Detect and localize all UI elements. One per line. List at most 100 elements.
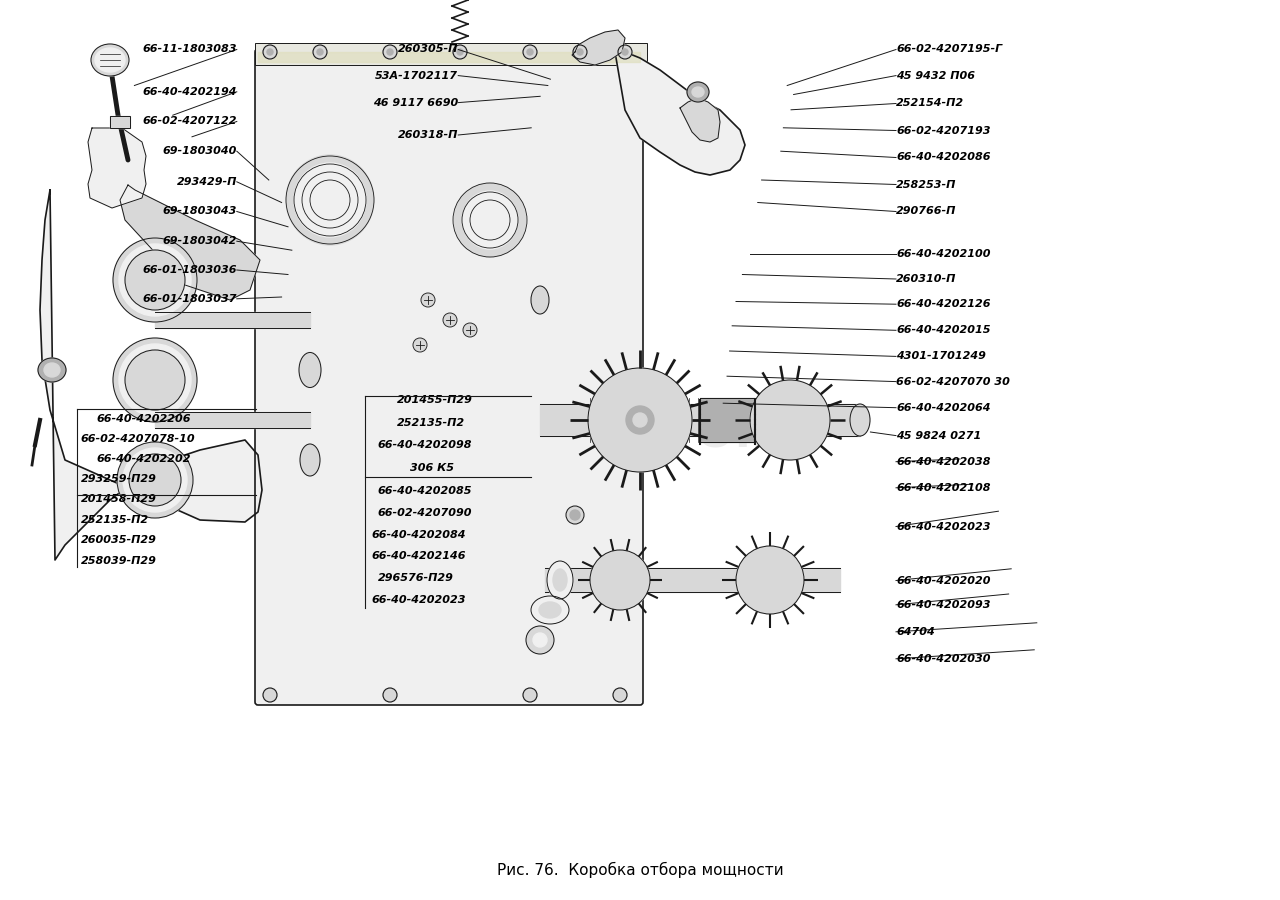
- Ellipse shape: [526, 626, 554, 654]
- Bar: [110, 116, 131, 128]
- Ellipse shape: [38, 358, 67, 382]
- Ellipse shape: [116, 442, 193, 518]
- Text: 66-40-4202030: 66-40-4202030: [896, 653, 991, 664]
- Ellipse shape: [553, 569, 567, 591]
- Text: 66-40-4202202: 66-40-4202202: [96, 454, 191, 464]
- Polygon shape: [614, 52, 745, 175]
- Ellipse shape: [91, 44, 129, 76]
- Ellipse shape: [566, 506, 584, 524]
- Ellipse shape: [750, 380, 829, 460]
- Text: 66-11-1803083: 66-11-1803083: [142, 44, 237, 55]
- Circle shape: [524, 45, 538, 59]
- Circle shape: [383, 45, 397, 59]
- Ellipse shape: [119, 344, 191, 416]
- Ellipse shape: [294, 163, 366, 237]
- Ellipse shape: [129, 454, 180, 506]
- Text: 66-40-4202126: 66-40-4202126: [896, 299, 991, 310]
- Circle shape: [618, 45, 632, 59]
- Circle shape: [524, 688, 538, 702]
- Text: 258039-П29: 258039-П29: [81, 555, 156, 566]
- Text: 66-01-1803037: 66-01-1803037: [142, 293, 237, 304]
- Ellipse shape: [692, 87, 704, 97]
- Polygon shape: [88, 128, 146, 208]
- Bar: [110, 116, 131, 128]
- Text: 66-40-4202146: 66-40-4202146: [371, 551, 466, 562]
- Text: 66-02-4207195-Г: 66-02-4207195-Г: [896, 44, 1002, 55]
- Ellipse shape: [123, 448, 187, 512]
- Text: 66-40-4202023: 66-40-4202023: [371, 595, 466, 606]
- Circle shape: [573, 45, 588, 59]
- Text: 66-40-4202038: 66-40-4202038: [896, 456, 991, 467]
- Circle shape: [457, 49, 463, 55]
- Bar: [255, 43, 646, 65]
- Circle shape: [262, 688, 276, 702]
- Text: 306 К5: 306 К5: [410, 463, 453, 473]
- Text: 66-40-4202098: 66-40-4202098: [378, 440, 472, 451]
- Ellipse shape: [113, 238, 197, 322]
- Text: 66-40-4202194: 66-40-4202194: [142, 86, 237, 97]
- Ellipse shape: [300, 353, 321, 388]
- Circle shape: [453, 45, 467, 59]
- Ellipse shape: [125, 250, 186, 310]
- Ellipse shape: [531, 286, 549, 314]
- Circle shape: [613, 688, 627, 702]
- Text: Рис. 76.  Коробка отбора мощности: Рис. 76. Коробка отбора мощности: [497, 862, 783, 878]
- Text: 66-40-4202015: 66-40-4202015: [896, 325, 991, 336]
- Circle shape: [383, 688, 397, 702]
- Text: ДИМ-АВТО.RU: ДИМ-АВТО.RU: [458, 413, 822, 456]
- Ellipse shape: [125, 350, 186, 410]
- Text: 66-02-4207070 30: 66-02-4207070 30: [896, 376, 1010, 387]
- Text: 66-40-4202085: 66-40-4202085: [378, 485, 472, 496]
- Text: 66-40-4202020: 66-40-4202020: [896, 575, 991, 586]
- Circle shape: [317, 49, 323, 55]
- Text: 260318-П: 260318-П: [398, 130, 458, 140]
- Text: 69-1803043: 69-1803043: [163, 206, 237, 217]
- Text: 53А-1702117: 53А-1702117: [375, 70, 458, 81]
- Text: 252135-П2: 252135-П2: [81, 515, 148, 526]
- Text: 66-40-4202064: 66-40-4202064: [896, 402, 991, 413]
- Text: 66-40-4202108: 66-40-4202108: [896, 482, 991, 493]
- Ellipse shape: [44, 363, 60, 377]
- Ellipse shape: [590, 550, 650, 610]
- Ellipse shape: [119, 244, 191, 316]
- Text: 260305-П: 260305-П: [398, 44, 458, 55]
- Text: 66-02-4207122: 66-02-4207122: [142, 116, 237, 127]
- Text: 296576-П29: 296576-П29: [378, 572, 453, 583]
- Text: 260035-П29: 260035-П29: [81, 535, 156, 545]
- Circle shape: [314, 45, 326, 59]
- Text: 201455-П29: 201455-П29: [397, 395, 472, 406]
- Text: 64704: 64704: [896, 626, 934, 637]
- Text: 46 9117 6690: 46 9117 6690: [372, 97, 458, 108]
- Text: 69-1803042: 69-1803042: [163, 236, 237, 247]
- Ellipse shape: [634, 413, 646, 427]
- Ellipse shape: [454, 183, 526, 257]
- Ellipse shape: [570, 510, 580, 520]
- Text: 66-40-4202023: 66-40-4202023: [896, 521, 991, 532]
- Text: 66-40-4202206: 66-40-4202206: [96, 413, 191, 424]
- Text: 66-02-4207078-10: 66-02-4207078-10: [81, 434, 196, 445]
- Circle shape: [387, 49, 393, 55]
- Text: 45 9824 0271: 45 9824 0271: [896, 430, 982, 441]
- Circle shape: [421, 293, 435, 307]
- Text: 66-40-4202093: 66-40-4202093: [896, 599, 991, 610]
- FancyBboxPatch shape: [255, 49, 643, 705]
- Ellipse shape: [532, 633, 547, 647]
- Text: 260310-П: 260310-П: [896, 274, 956, 284]
- Circle shape: [577, 49, 582, 55]
- Text: 252154-П2: 252154-П2: [896, 98, 964, 109]
- Ellipse shape: [539, 602, 561, 618]
- Ellipse shape: [850, 404, 870, 436]
- Ellipse shape: [95, 48, 125, 72]
- Circle shape: [443, 313, 457, 327]
- Polygon shape: [572, 30, 625, 65]
- Ellipse shape: [588, 368, 692, 472]
- Text: 290766-П: 290766-П: [896, 206, 956, 217]
- Ellipse shape: [547, 561, 573, 599]
- Ellipse shape: [626, 406, 654, 434]
- Ellipse shape: [285, 155, 374, 245]
- Text: 66-02-4207090: 66-02-4207090: [378, 508, 472, 518]
- Ellipse shape: [736, 546, 804, 614]
- Polygon shape: [120, 185, 260, 300]
- Text: 66-02-4207193: 66-02-4207193: [896, 125, 991, 136]
- Circle shape: [413, 338, 428, 352]
